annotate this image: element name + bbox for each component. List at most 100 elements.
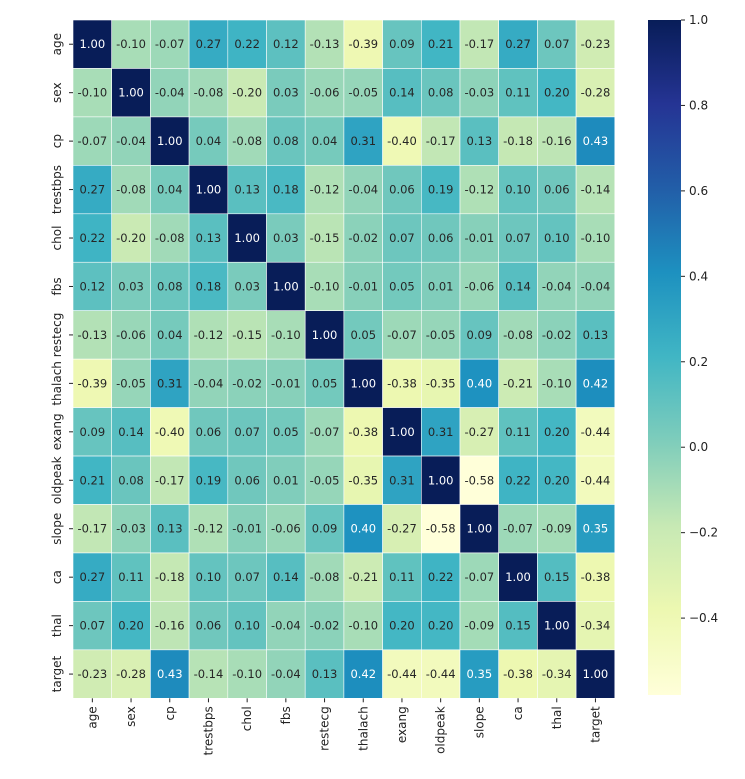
cell-value-target-restecg: 0.13 <box>312 667 338 681</box>
cell-value-target-exang: -0.44 <box>387 667 417 681</box>
heatmap-cell-oldpeak-thalach <box>343 455 383 505</box>
heatmap-cell-thal-oldpeak <box>420 601 461 651</box>
heatmap-cell-chol-slope <box>459 213 500 263</box>
heatmap-cell-ca-oldpeak <box>420 552 461 602</box>
heatmap-cell-thal-fbs <box>266 601 306 651</box>
colorbar-tick-label-7: −0.4 <box>689 611 718 625</box>
heatmap-cell-chol-thalach <box>343 213 383 263</box>
heatmap-cell-chol-ca <box>498 213 538 263</box>
cell-value-thal-thalach: -0.10 <box>348 619 378 633</box>
cell-value-cp-restecg: 0.04 <box>312 134 338 148</box>
cell-value-cp-chol: -0.08 <box>232 134 262 148</box>
heatmap-cell-thalach-ca <box>498 358 538 408</box>
heatmap-cell-age-age <box>72 19 113 69</box>
heatmap-cell-trestbps-trestbps <box>188 165 229 215</box>
y-tick-label-slope: slope <box>50 513 64 545</box>
heatmap-cell-slope-target <box>575 504 616 554</box>
heatmap-cell-exang-restecg <box>304 407 345 457</box>
cell-value-age-exang: 0.09 <box>389 37 415 51</box>
y-tick-label-ca: ca <box>50 570 64 584</box>
x-tick-label-oldpeak: oldpeak <box>434 706 448 754</box>
cell-value-oldpeak-cp: -0.17 <box>155 473 185 487</box>
x-tick-label-age: age <box>85 706 99 728</box>
cell-value-restecg-thal: -0.02 <box>542 328 572 342</box>
heatmap-cell-oldpeak-age <box>72 455 113 505</box>
cell-value-cp-exang: -0.40 <box>387 134 417 148</box>
heatmap-cell-thalach-chol <box>227 358 267 408</box>
cell-value-ca-chol: 0.07 <box>234 570 260 584</box>
heatmap-cell-target-exang <box>382 649 422 699</box>
heatmap-cell-fbs-chol <box>227 261 267 312</box>
cell-value-slope-target: 0.35 <box>583 522 609 536</box>
cell-value-trestbps-fbs: 0.18 <box>273 183 299 197</box>
cell-value-exang-fbs: 0.05 <box>273 425 299 439</box>
y-tick-label-oldpeak: oldpeak <box>50 456 64 504</box>
cell-value-exang-exang: 1.00 <box>389 425 415 439</box>
cell-value-sex-trestbps: -0.08 <box>194 86 224 100</box>
cell-value-chol-target: -0.10 <box>581 231 611 245</box>
x-tick-label-slope: slope <box>472 706 486 738</box>
heatmap-cell-restecg-ca <box>498 310 538 360</box>
cell-value-fbs-trestbps: 0.18 <box>196 279 222 293</box>
cell-value-age-chol: 0.22 <box>234 37 260 51</box>
cell-value-thalach-oldpeak: -0.35 <box>426 376 456 390</box>
heatmap-cell-sex-cp <box>150 68 190 118</box>
heatmap-cell-exang-age <box>72 407 113 457</box>
cell-value-chol-ca: 0.07 <box>505 231 531 245</box>
heatmap-cell-cp-thalach <box>343 116 383 166</box>
cell-value-trestbps-oldpeak: 0.19 <box>428 183 454 197</box>
heatmap-cell-sex-slope <box>459 68 500 118</box>
cell-value-oldpeak-sex: 0.08 <box>118 473 144 487</box>
heatmap-cell-sex-exang <box>382 68 422 118</box>
cell-value-exang-thalach: -0.38 <box>348 425 378 439</box>
cell-value-age-sex: -0.10 <box>116 37 146 51</box>
heatmap-cell-thalach-restecg <box>304 358 345 408</box>
heatmap-cell-slope-cp <box>150 504 190 554</box>
heatmap-cell-trestbps-restecg <box>304 165 345 215</box>
y-tick-label-chol: chol <box>50 226 64 251</box>
heatmap-cell-sex-trestbps <box>188 68 229 118</box>
heatmap-cell-trestbps-exang <box>382 165 422 215</box>
heatmap-cell-fbs-exang <box>382 261 422 312</box>
cell-value-chol-fbs: 0.03 <box>273 231 299 245</box>
cell-value-restecg-age: -0.13 <box>77 328 107 342</box>
cell-value-sex-restecg: -0.06 <box>310 86 340 100</box>
cell-value-chol-oldpeak: 0.06 <box>428 231 454 245</box>
y-tick-label-exang: exang <box>50 413 64 450</box>
heatmap-cell-sex-fbs <box>266 68 306 118</box>
cell-value-oldpeak-thal: 0.20 <box>544 473 570 487</box>
heatmap-cell-sex-chol <box>227 68 267 118</box>
heatmap-cell-age-sex <box>111 19 151 69</box>
cell-value-oldpeak-slope: -0.58 <box>464 473 494 487</box>
cell-value-thal-chol: 0.10 <box>234 619 260 633</box>
cell-value-cp-ca: -0.18 <box>503 134 533 148</box>
cell-value-thalach-target: 0.42 <box>583 376 609 390</box>
cell-value-thalach-exang: -0.38 <box>387 376 417 390</box>
cell-value-target-age: -0.23 <box>77 667 107 681</box>
heatmap-cell-chol-target <box>575 213 616 263</box>
cell-value-target-thalach: 0.42 <box>350 667 376 681</box>
heatmap-cell-restecg-cp <box>150 310 190 360</box>
cell-value-sex-thal: 0.20 <box>544 86 570 100</box>
heatmap-cell-restecg-oldpeak <box>420 310 461 360</box>
heatmap-cell-ca-sex <box>111 552 151 602</box>
heatmap-cell-thalach-age <box>72 358 113 408</box>
heatmap-cell-thalach-exang <box>382 358 422 408</box>
cell-value-oldpeak-restecg: -0.05 <box>310 473 340 487</box>
cell-value-target-oldpeak: -0.44 <box>426 667 456 681</box>
heatmap-cell-age-thalach <box>343 19 383 69</box>
cell-value-cp-cp: 1.00 <box>157 134 183 148</box>
cell-value-ca-fbs: 0.14 <box>273 570 299 584</box>
heatmap-cell-chol-thal <box>537 213 577 263</box>
cell-value-age-age: 1.00 <box>80 37 106 51</box>
heatmap-cell-ca-restecg <box>304 552 345 602</box>
cell-value-thal-cp: -0.16 <box>155 619 185 633</box>
cell-value-thalach-slope: 0.40 <box>467 376 493 390</box>
heatmap-cell-restecg-thal <box>537 310 577 360</box>
x-tick-label-exang: exang <box>395 706 409 743</box>
cell-value-thal-trestbps: 0.06 <box>196 619 222 633</box>
cell-value-fbs-fbs: 1.00 <box>273 279 299 293</box>
heatmap-cell-cp-cp <box>150 116 190 166</box>
heatmap-cell-fbs-ca <box>498 261 538 312</box>
cell-value-slope-restecg: 0.09 <box>312 522 338 536</box>
